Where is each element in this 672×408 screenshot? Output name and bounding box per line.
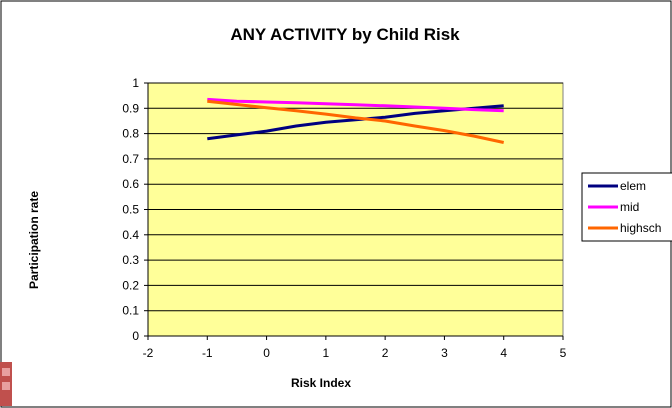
- legend-label-highsch: highsch: [620, 221, 661, 235]
- y-tick-label: 0.7: [122, 152, 139, 166]
- y-axis-label: Participation rate: [27, 191, 41, 289]
- x-tick-label: 3: [441, 346, 448, 360]
- x-tick-label: -1: [202, 346, 213, 360]
- y-tick-label: 0.6: [122, 177, 139, 191]
- gridlines: [148, 82, 563, 312]
- y-tick-label: 0.8: [122, 127, 139, 141]
- x-tick-label: -2: [143, 346, 154, 360]
- y-tick-label: 0.1: [122, 304, 139, 318]
- legend-label-elem: elem: [620, 179, 646, 193]
- x-tick-label: 2: [382, 346, 389, 360]
- legend-label-mid: mid: [620, 200, 639, 214]
- y-tick-label: 0.2: [122, 278, 139, 292]
- chart-title: ANY ACTIVITY by Child Risk: [230, 25, 460, 44]
- y-tick-label: 1: [132, 76, 139, 90]
- x-axis: -2 -1 0 1 2 3 4 5: [143, 335, 567, 360]
- corner-logo: [0, 362, 12, 406]
- series-lines: [207, 97, 505, 144]
- x-tick-label: 4: [500, 346, 507, 360]
- legend: elem mid highsch: [581, 172, 672, 242]
- series-line-mid: [207, 97, 504, 113]
- x-tick-label: 5: [560, 346, 567, 360]
- x-tick-label: 1: [323, 346, 330, 360]
- y-tick-label: 0.9: [122, 101, 139, 115]
- x-tick-label: 0: [263, 346, 270, 360]
- y-tick-label: 0.4: [122, 228, 139, 242]
- y-tick-label: 0.3: [122, 253, 139, 267]
- y-tick-label: 0.5: [122, 203, 139, 217]
- series-line-highsch: [207, 99, 505, 144]
- x-axis-label: Risk Index: [291, 376, 351, 390]
- y-axis: 0 0.1 0.2 0.3 0.4 0.5 0.6 0.7 0.8 0.9 1: [122, 76, 149, 343]
- y-tick-label: 0: [132, 329, 139, 343]
